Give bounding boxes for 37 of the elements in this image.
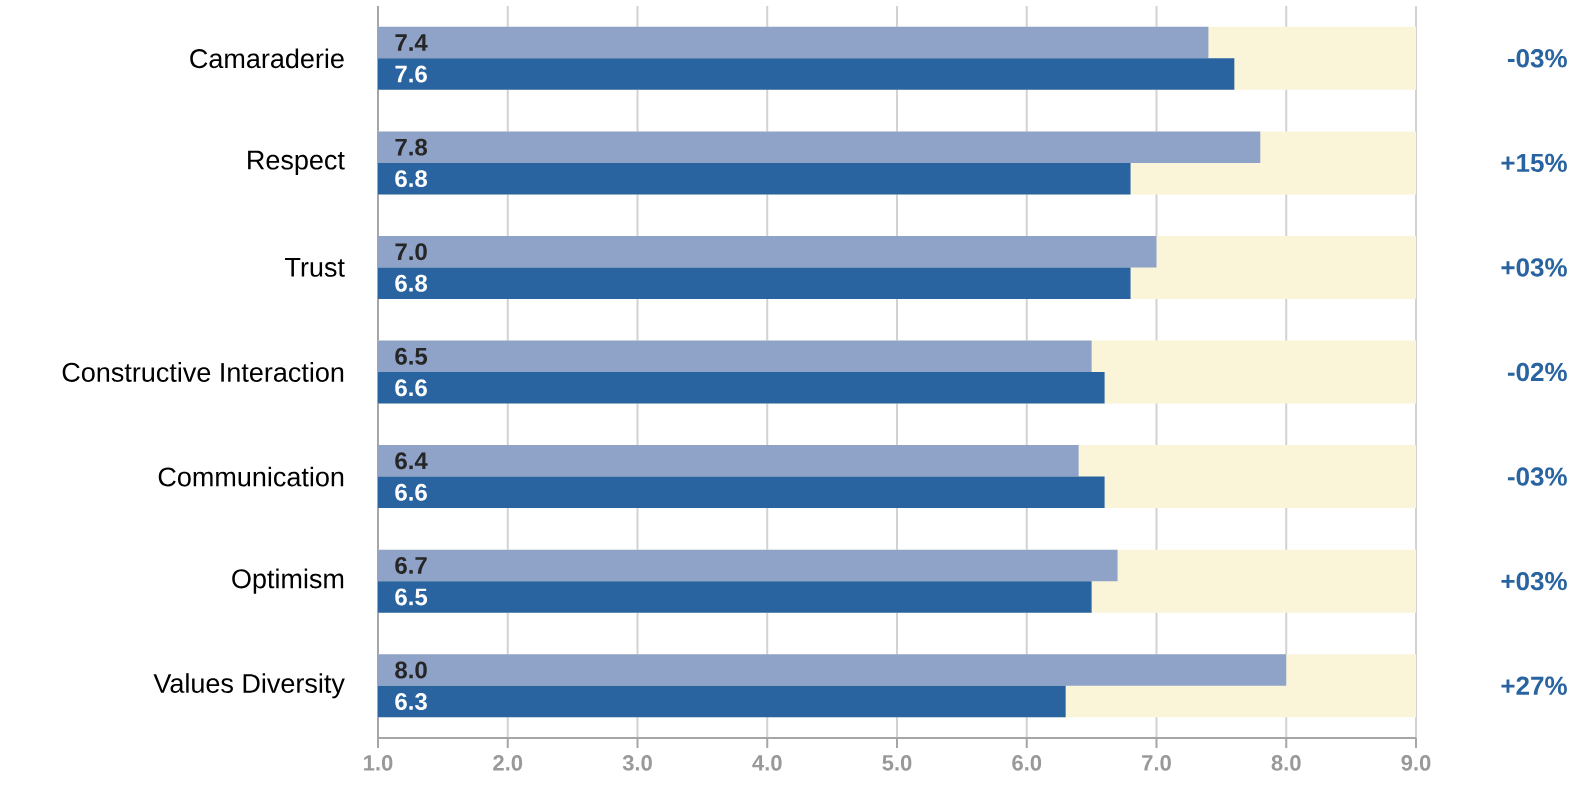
text: +03%: [1501, 258, 1567, 277]
data-label: 7.0: [395, 243, 427, 261]
text: -03%: [1507, 467, 1567, 486]
y-tick-label: Trust: [285, 258, 345, 277]
data-label: 6.4: [395, 452, 428, 470]
data-label: 6.8: [395, 274, 428, 292]
x-tick-label: 9.0: [1401, 755, 1431, 771]
data-label: 8.0: [395, 661, 427, 679]
data-label: 7.4: [395, 34, 428, 51]
x-tick-label: 6.0: [1012, 755, 1042, 771]
data-label: 6.6: [395, 483, 427, 501]
y-tick-label: Constructive Interaction: [62, 362, 344, 382]
x-tick-label: 2.0: [493, 755, 523, 771]
x-tick-label: 1.0: [364, 755, 393, 771]
text: +03%: [1501, 571, 1567, 591]
x-tick-label: 3.0: [622, 755, 652, 771]
x-tick-label: 8.0: [1271, 755, 1301, 771]
data-label: 6.3: [395, 692, 427, 710]
y-tick-label: Optimism: [232, 568, 344, 594]
data-label: 6.5: [395, 347, 428, 365]
data-label: 6.5: [395, 588, 428, 606]
y-tick-label: Camaraderie: [190, 48, 344, 69]
data-label: 6.6: [395, 379, 427, 397]
y-tick-label: Respect: [248, 150, 345, 175]
x-tick-label: 5.0: [882, 755, 912, 771]
data-label: 6.7: [395, 556, 427, 574]
x-tick-label: 7.0: [1142, 755, 1171, 771]
data-label: 6.8: [395, 170, 428, 188]
data-label: 7.6: [395, 65, 427, 83]
text: -02%: [1507, 362, 1567, 382]
text: +15%: [1501, 153, 1567, 173]
x-tick-label: 4.0: [752, 755, 782, 771]
text: -03%: [1507, 49, 1567, 68]
data-label: 7.8: [395, 138, 428, 156]
y-tick-label: Values Diversity: [153, 673, 345, 699]
text: +27%: [1501, 676, 1567, 695]
y-tick-label: Communication: [158, 466, 344, 487]
